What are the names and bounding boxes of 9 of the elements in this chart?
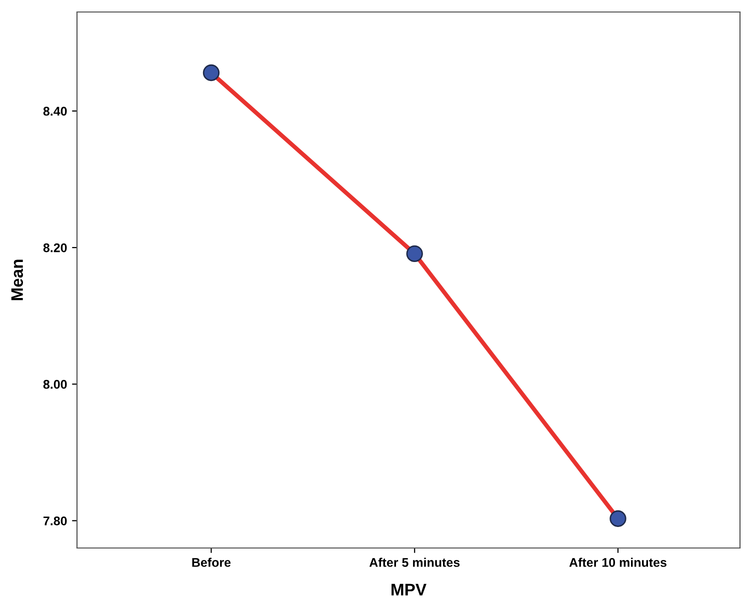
y-tick-label: 7.80: [43, 516, 67, 526]
x-tick-label: After 5 minutes: [369, 558, 460, 567]
x-tick-label: After 10 minutes: [569, 558, 666, 567]
x-tick-label: Before: [192, 558, 231, 567]
y-tick-label: 8.00: [43, 380, 67, 389]
y-tick-label: 8.40: [43, 106, 67, 116]
x-axis-title: MPV: [392, 584, 426, 596]
y-axis-title: Mean: [11, 260, 23, 300]
y-tick-label: 8.20: [43, 243, 67, 252]
